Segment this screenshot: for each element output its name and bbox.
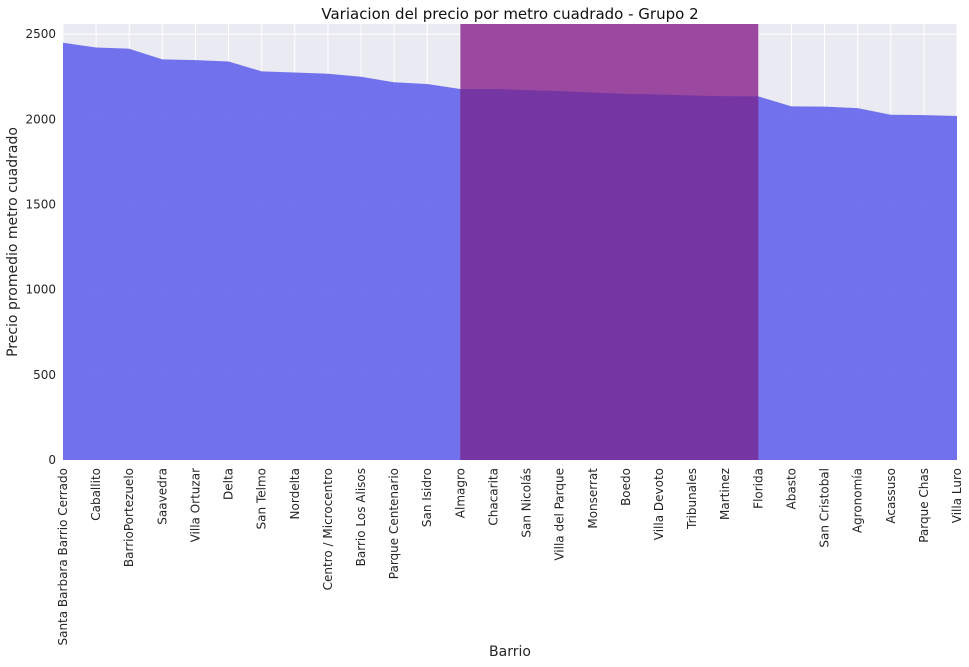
x-tick-label: San Telmo — [255, 468, 269, 529]
x-tick-label: Acassuso — [884, 468, 898, 524]
highlight-overlap — [460, 89, 759, 460]
x-tick-labels: Santa Barbara Barrio Cerrado Caballito Bar… — [56, 468, 964, 646]
y-tick-label: 1000 — [25, 283, 56, 297]
y-tick-label: 0 — [48, 453, 56, 467]
y-axis-title: Precio promedio metro cuadrado — [5, 127, 21, 357]
x-tick-label: Monserrat — [586, 468, 600, 529]
y-tick-label: 2000 — [25, 112, 56, 126]
chart-title: Variacion del precio por metro cuadrado … — [321, 5, 698, 23]
x-tick-label: Tribunales — [685, 468, 699, 530]
x-tick-label: Almagro — [453, 468, 467, 518]
x-tick-label: San Isidro — [420, 468, 434, 527]
x-tick-label: Martinez — [718, 468, 732, 520]
x-tick-label: Agronomía — [851, 468, 865, 533]
x-tick-label: Nordelta — [288, 468, 302, 519]
x-tick-label: Chacarita — [486, 468, 500, 526]
x-tick-label: Villa Devoto — [652, 468, 666, 540]
y-tick-label: 500 — [33, 368, 56, 382]
y-tick-label: 1500 — [25, 198, 56, 212]
x-tick-label: San Cristobal — [818, 468, 832, 548]
x-tick-label: BarrioPortezuelo — [122, 468, 136, 567]
x-tick-label: Caballito — [89, 468, 103, 521]
x-tick-label: Parque Centenario — [387, 468, 401, 579]
y-tick-label: 2500 — [25, 27, 56, 41]
x-tick-label: Villa Ortuzar — [188, 468, 202, 542]
x-tick-label: Villa Luro — [950, 468, 964, 523]
highlight-region — [460, 24, 759, 460]
x-tick-label: Barrio Los Alisos — [354, 468, 368, 566]
x-tick-label: San Nicolás — [520, 468, 534, 538]
x-tick-label: Centro / Microcentro — [321, 468, 335, 590]
y-tick-labels: 0 500 1000 1500 2000 2500 — [25, 27, 56, 467]
x-tick-label: Santa Barbara Barrio Cerrado — [56, 468, 70, 646]
x-tick-label: Villa del Parque — [553, 468, 567, 561]
x-axis-title: Barrio — [489, 644, 531, 660]
x-tick-label: Abasto — [784, 468, 798, 509]
x-tick-label: Boedo — [619, 468, 633, 506]
x-tick-label: Florida — [751, 468, 765, 509]
x-tick-label: Saavedra — [155, 468, 169, 525]
x-tick-label: Delta — [222, 468, 236, 500]
x-tick-label: Parque Chas — [917, 468, 931, 543]
